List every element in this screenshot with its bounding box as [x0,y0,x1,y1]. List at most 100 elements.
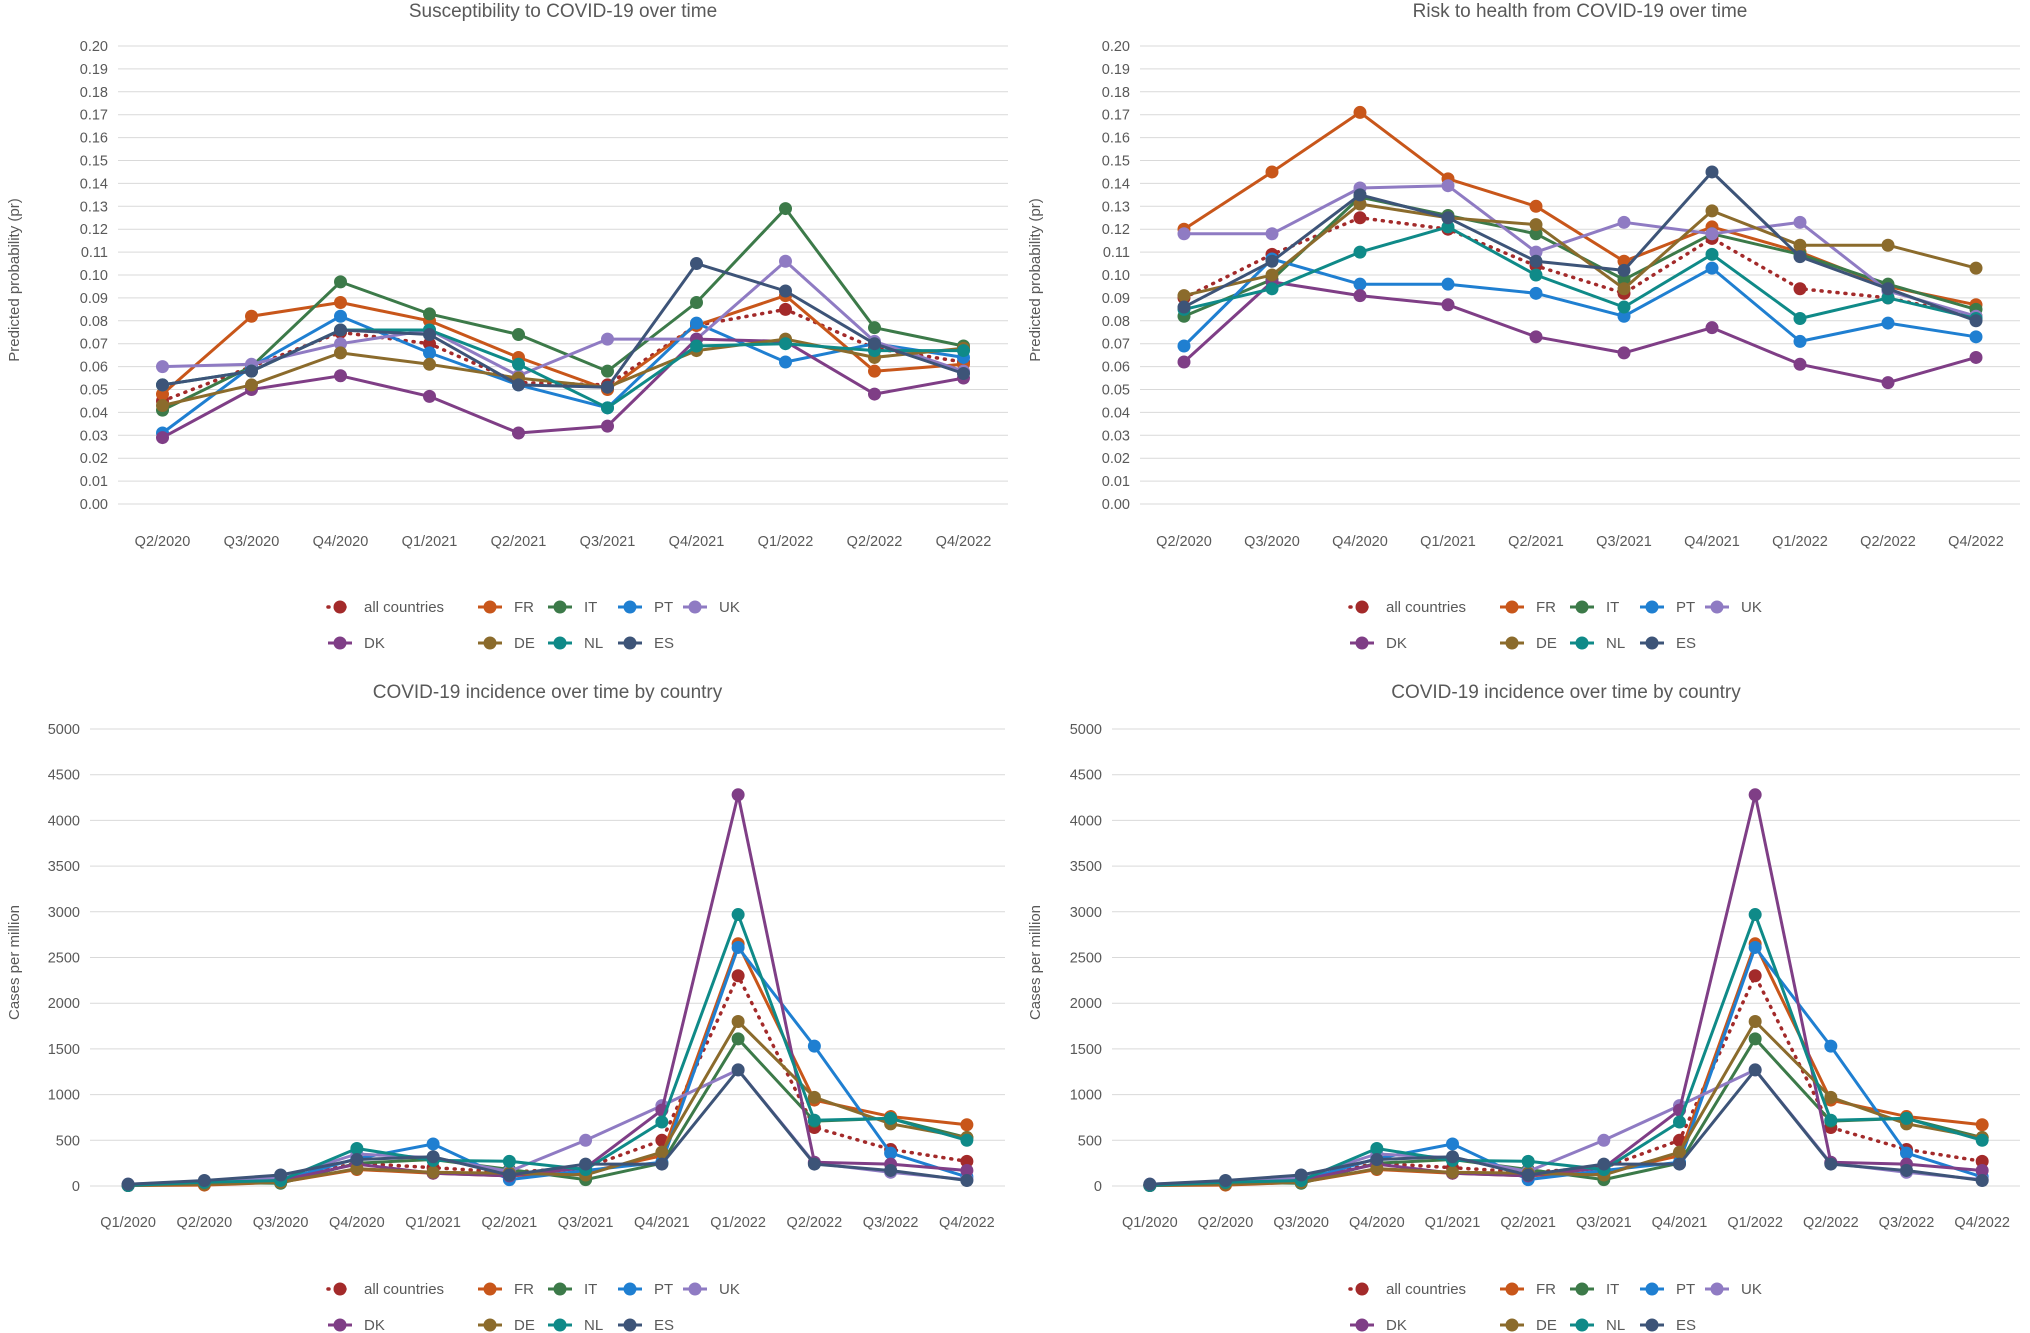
data-point-ES [1881,282,1895,296]
y-tick-label: 3000 [48,905,80,921]
data-point-DE [1446,1165,1459,1179]
x-tick-label: Q2/2020 [135,534,191,550]
data-point-DE [731,1014,745,1028]
data-point-UK [1793,215,1807,229]
y-tick-label: 0.17 [1102,108,1130,124]
y-tick-label: 0.04 [80,405,108,421]
data-point-all-countries [1353,211,1367,225]
x-tick-label: Q2/2021 [482,1215,538,1231]
legend-swatch-marker [333,600,347,614]
legend-swatch-marker [1505,600,1519,614]
data-point-ES [1294,1168,1308,1182]
data-point-DK [960,1163,974,1177]
data-point-UK [1529,245,1543,259]
series-line-UK [1184,184,1977,318]
data-point-ES [350,1152,364,1166]
legend-label-FR: FR [1536,599,1556,616]
y-tick-label: 2500 [1070,951,1102,967]
data-point-DK [512,426,525,440]
series-line-DK [1182,280,1977,385]
data-point-ES [1353,188,1367,202]
data-point-FR [868,364,881,378]
data-point-PT [1353,277,1367,291]
data-point-ES [512,378,525,392]
data-point-DK [731,788,745,802]
data-point-NL [807,1113,821,1127]
data-point-NL [1881,291,1895,305]
series-line-NL [1149,913,1983,1187]
data-point-NL [1824,1113,1838,1127]
data-point-ES [1975,1174,1989,1188]
legend-label-DK: DK [364,1317,385,1333]
series-line-ES [128,1068,968,1186]
data-point-PT [731,940,745,954]
x-tick-label: Q1/2021 [1425,1215,1481,1231]
data-point-ES [1177,300,1191,314]
legend-label-IT: IT [1606,1281,1619,1298]
series-line-DE [128,1020,968,1187]
data-point-IT [334,275,347,289]
x-tick-label: Q3/2021 [580,534,636,550]
data-point-DE [1824,1090,1838,1104]
legend-swatch-marker [333,1282,347,1296]
y-tick-label: 2000 [1070,996,1102,1012]
y-tick-label: 3500 [1070,859,1102,875]
data-point-ES [334,323,347,337]
data-point-all-countries [423,337,436,351]
legend-label-all-countries: all countries [364,599,444,616]
y-tick-label: 0.10 [80,268,108,284]
y-tick-label: 500 [56,1133,80,1149]
data-point-IT [690,295,703,309]
data-point-NL [1529,268,1543,282]
y-axis-label: Predicted probability (pr) [1027,198,1044,361]
data-point-ES [274,1168,288,1182]
y-tick-label: 1500 [1070,1042,1102,1058]
legend-label-FR: FR [1536,1281,1556,1298]
data-point-ES [1265,254,1279,268]
data-point-FR [960,1118,974,1132]
x-tick-label: Q1/2021 [402,534,458,550]
data-point-ES [1597,1157,1611,1171]
y-tick-label: 0.16 [1102,131,1130,147]
legend-label-all-countries: all countries [1386,599,1466,616]
y-tick-label: 0.05 [1102,383,1130,399]
data-point-DK [1881,376,1895,390]
legend-swatch-marker [1505,1282,1519,1296]
data-point-ES [423,328,436,342]
legend-label-PT: PT [1676,1281,1695,1298]
y-tick-label: 0.06 [80,360,108,376]
x-tick-label: Q2/2020 [1156,534,1212,550]
y-tick-label: 0.03 [80,428,108,444]
series-line-PT [161,314,964,435]
x-tick-label: Q4/2021 [634,1215,690,1231]
series-line-FR [1149,942,1983,1187]
data-point-UK [579,1133,593,1147]
data-point-IT [1617,273,1631,287]
y-axis-label: Cases per million [1027,905,1044,1020]
y-tick-label: 0.14 [80,176,108,192]
data-point-NL [1673,1115,1686,1129]
data-point-PT [1617,309,1631,323]
series-line-ES [1183,170,1977,323]
chart-title: COVID-19 incidence over time by country [1391,682,1741,703]
legend-swatch-marker [1710,1282,1724,1296]
x-tick-label: Q3/2020 [1273,1215,1329,1231]
data-point-DE [423,357,436,371]
data-point-DK [156,431,169,445]
data-point-ES [579,1157,593,1171]
series-line-DK [1149,793,1983,1187]
y-tick-label: 0.08 [80,314,108,330]
x-tick-label: Q1/2022 [758,534,814,550]
data-point-ES [655,1157,669,1171]
y-tick-label: 0.00 [80,497,108,513]
y-tick-label: 2500 [48,951,80,967]
series-line-all-countries [126,974,969,1187]
legend-label-ES: ES [1676,635,1696,652]
legend-label-ES: ES [654,635,674,652]
legend-label-UK: UK [719,1281,740,1298]
x-tick-label: Q2/2022 [787,1215,843,1231]
data-point-ES [1969,314,1983,328]
series-line-NL [1183,225,1977,320]
data-point-DK [1529,330,1543,344]
x-tick-label: Q4/2020 [313,534,369,550]
